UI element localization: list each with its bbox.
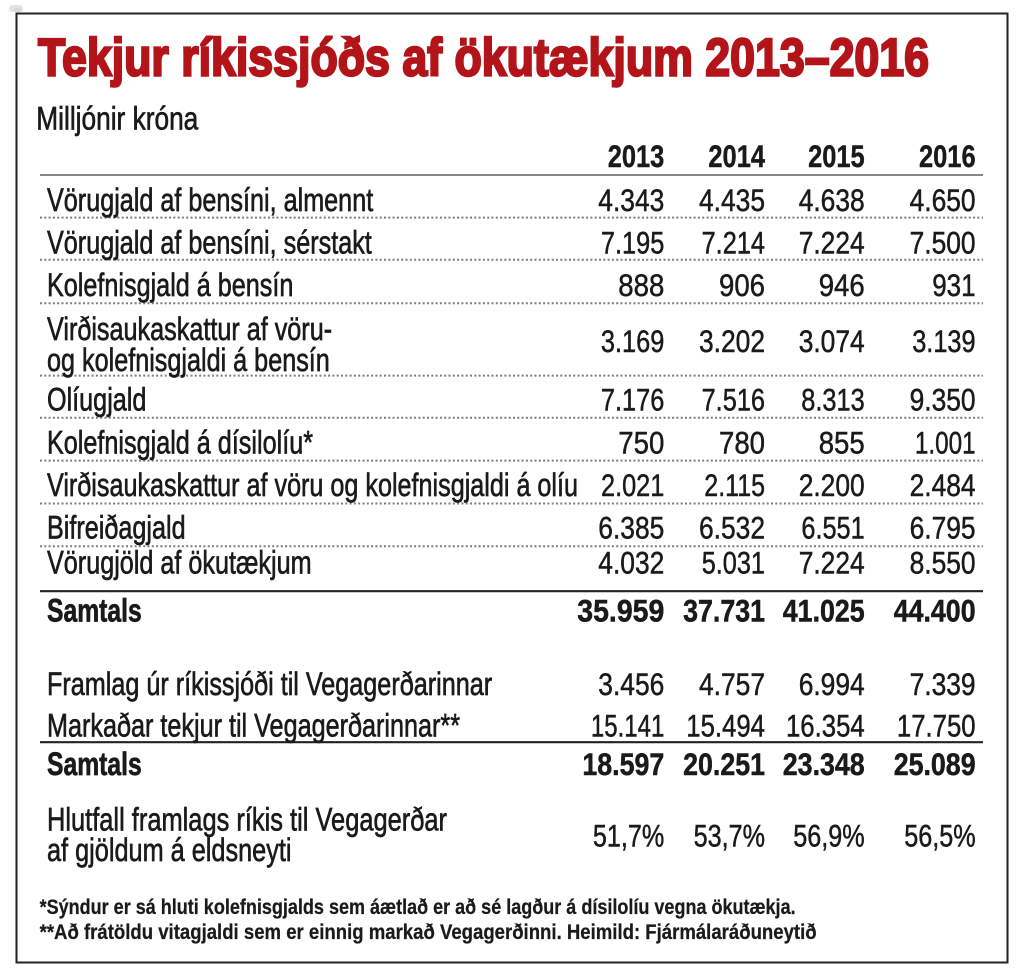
svg-text:5.031: 5.031: [702, 544, 765, 580]
svg-text:15.141: 15.141: [591, 708, 664, 744]
svg-text:7.339: 7.339: [910, 666, 976, 702]
svg-text:Milljónir króna: Milljónir króna: [36, 101, 199, 137]
svg-text:23.348: 23.348: [783, 746, 865, 782]
svg-text:4.638: 4.638: [799, 182, 865, 218]
svg-text:2.115: 2.115: [704, 467, 765, 503]
svg-text:7.224: 7.224: [799, 544, 865, 580]
svg-text:6.532: 6.532: [699, 509, 765, 545]
svg-text:56,5%: 56,5%: [904, 817, 975, 853]
svg-text:25.089: 25.089: [894, 746, 976, 782]
svg-text:Virðisaukaskattur af vöru og k: Virðisaukaskattur af vöru og kolefnisgja…: [47, 467, 578, 503]
svg-text:6.994: 6.994: [799, 666, 865, 702]
svg-text:15.494: 15.494: [686, 708, 765, 744]
svg-text:7.516: 7.516: [702, 381, 765, 417]
svg-text:Samtals: Samtals: [47, 746, 142, 782]
svg-text:af gjöldum á eldsneyti: af gjöldum á eldsneyti: [47, 832, 292, 868]
svg-text:2.200: 2.200: [799, 467, 865, 503]
svg-text:*Sýndur er sá hluti kolefnisgj: *Sýndur er sá hluti kolefnisgjalds sem á…: [40, 895, 796, 919]
svg-text:3.456: 3.456: [598, 666, 664, 702]
svg-text:53,7%: 53,7%: [694, 817, 765, 853]
svg-text:8.550: 8.550: [910, 544, 976, 580]
svg-text:44.400: 44.400: [894, 592, 976, 628]
svg-text:2016: 2016: [919, 138, 976, 174]
svg-text:Vörugjald af bensíni, sérstakt: Vörugjald af bensíni, sérstakt: [47, 224, 372, 260]
svg-text:855: 855: [819, 425, 865, 461]
svg-text:16.354: 16.354: [786, 708, 865, 744]
svg-text:18.597: 18.597: [582, 746, 664, 782]
svg-text:Virðisaukaskattur af vöru-: Virðisaukaskattur af vöru-: [47, 311, 332, 347]
svg-text:4.757: 4.757: [699, 666, 765, 702]
svg-text:35.959: 35.959: [577, 592, 664, 628]
svg-text:750: 750: [618, 425, 664, 461]
svg-text:Vörugjald af bensíni, almennt: Vörugjald af bensíni, almennt: [47, 182, 373, 218]
svg-text:2014: 2014: [708, 138, 765, 174]
svg-text:7.500: 7.500: [910, 224, 976, 260]
svg-text:4.435: 4.435: [699, 182, 765, 218]
svg-text:7.195: 7.195: [601, 224, 664, 260]
svg-text:Framlag úr ríkissjóði til Vega: Framlag úr ríkissjóði til Vegagerðarinna…: [47, 666, 492, 702]
svg-text:Tekjur ríkissjóðs af ökutækjum: Tekjur ríkissjóðs af ökutækjum 2013–2016: [38, 29, 929, 88]
svg-text:Kolefnisgjald á bensín: Kolefnisgjald á bensín: [47, 267, 293, 303]
svg-text:906: 906: [719, 267, 765, 303]
svg-text:**Að frátöldu vitagjaldi sem e: **Að frátöldu vitagjaldi sem er einnig m…: [40, 920, 817, 944]
svg-text:og kolefnisgjaldi á bensín: og kolefnisgjaldi á bensín: [47, 342, 330, 378]
svg-text:3.074: 3.074: [799, 323, 865, 359]
svg-text:6.385: 6.385: [598, 509, 664, 545]
svg-text:6.795: 6.795: [910, 509, 976, 545]
svg-text:3.202: 3.202: [699, 323, 765, 359]
svg-text:4.032: 4.032: [598, 544, 664, 580]
svg-text:2.021: 2.021: [601, 467, 664, 503]
svg-text:7.214: 7.214: [702, 224, 765, 260]
svg-text:Olíugjald: Olíugjald: [47, 381, 146, 417]
svg-text:7.224: 7.224: [799, 224, 865, 260]
svg-text:9.350: 9.350: [910, 381, 976, 417]
svg-text:3.169: 3.169: [601, 323, 664, 359]
svg-text:Samtals: Samtals: [47, 592, 142, 628]
svg-text:2015: 2015: [808, 138, 865, 174]
svg-text:17.750: 17.750: [897, 708, 976, 744]
svg-text:2013: 2013: [608, 138, 665, 174]
svg-text:Bifreiðagjald: Bifreiðagjald: [47, 509, 186, 545]
svg-text:41.025: 41.025: [783, 592, 865, 628]
svg-text:6.551: 6.551: [801, 509, 864, 545]
svg-text:4.650: 4.650: [910, 182, 976, 218]
svg-text:56,9%: 56,9%: [793, 817, 864, 853]
svg-text:Hlutfall framlags ríkis til Ve: Hlutfall framlags ríkis til Vegagerðar: [47, 802, 447, 838]
svg-text:946: 946: [819, 267, 865, 303]
svg-text:1.001: 1.001: [915, 425, 976, 461]
svg-text:780: 780: [719, 425, 765, 461]
svg-text:3.139: 3.139: [912, 323, 975, 359]
svg-text:8.313: 8.313: [801, 381, 864, 417]
svg-text:2.484: 2.484: [910, 467, 976, 503]
svg-text:Vörugjöld af ökutækjum: Vörugjöld af ökutækjum: [47, 544, 312, 580]
svg-text:51,7%: 51,7%: [593, 817, 664, 853]
svg-text:Kolefnisgjald á dísilolíu*: Kolefnisgjald á dísilolíu*: [47, 425, 313, 461]
svg-text:7.176: 7.176: [601, 381, 664, 417]
svg-text:4.343: 4.343: [598, 182, 664, 218]
svg-text:37.731: 37.731: [683, 592, 765, 628]
svg-text:888: 888: [618, 267, 664, 303]
svg-text:20.251: 20.251: [683, 746, 765, 782]
svg-text:931: 931: [932, 267, 975, 303]
svg-text:Markaðar tekjur til Vegagerðar: Markaðar tekjur til Vegagerðarinnar**: [47, 708, 460, 744]
